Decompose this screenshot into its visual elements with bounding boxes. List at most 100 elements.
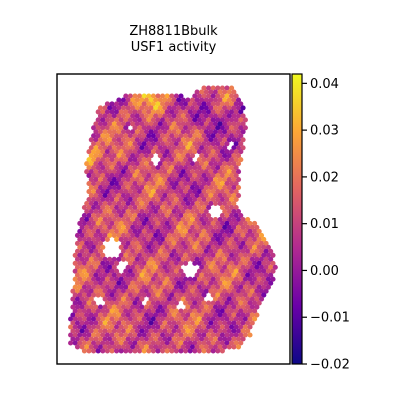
- tissue-spot: [127, 284, 133, 290]
- tissue-spot: [222, 177, 228, 183]
- tissue-spot: [130, 185, 136, 191]
- tissue-spot: [240, 105, 246, 111]
- tissue-spot: [118, 149, 124, 155]
- tissue-spot: [247, 260, 253, 266]
- tissue-spot: [77, 220, 83, 226]
- tissue-spot: [178, 236, 184, 242]
- tissue-spot: [173, 181, 179, 187]
- tissue-spot: [130, 224, 136, 230]
- tissue-spot: [134, 185, 140, 191]
- tissue-spot: [104, 212, 110, 219]
- tissue-spot: [157, 105, 163, 111]
- tissue-spot: [102, 328, 108, 334]
- tissue-spot: [180, 169, 186, 175]
- tissue-spot: [132, 165, 138, 171]
- tissue-spot: [114, 300, 120, 306]
- tissue-spot: [212, 288, 219, 294]
- tissue-spot: [169, 300, 175, 306]
- tissue-spot: [203, 288, 209, 294]
- tissue-spot: [162, 232, 168, 238]
- tissue-spot: [252, 220, 258, 226]
- tissue-spot: [229, 149, 235, 155]
- tissue-spot: [162, 137, 168, 143]
- tissue-spot: [143, 280, 150, 286]
- tissue-spot: [185, 169, 191, 175]
- tissue-spot: [183, 149, 189, 155]
- tissue-spot: [192, 117, 198, 123]
- tissue-spot: [166, 161, 173, 167]
- tissue-spot: [155, 117, 161, 123]
- tissue-spot: [215, 300, 221, 306]
- tissue-spot: [256, 260, 262, 266]
- tissue-spot: [263, 280, 269, 286]
- tissue-spot: [120, 320, 127, 326]
- tissue-spot: [252, 276, 258, 282]
- tissue-spot: [93, 224, 99, 230]
- tissue-spot: [97, 344, 104, 350]
- tissue-spot: [157, 177, 163, 183]
- tissue-spot: [70, 288, 76, 294]
- tissue-spot: [178, 348, 184, 354]
- tissue-spot: [169, 252, 175, 258]
- tissue-spot: [160, 284, 166, 290]
- tissue-spot: [203, 153, 209, 159]
- tissue-spot: [141, 93, 147, 99]
- tissue-spot: [97, 193, 104, 199]
- tissue-spot: [137, 165, 143, 171]
- tissue-spot: [134, 256, 140, 262]
- tissue-spot: [100, 181, 106, 187]
- tissue-spot: [109, 157, 115, 163]
- tissue-spot: [155, 292, 161, 298]
- tissue-spot: [238, 316, 244, 322]
- tissue-spot: [141, 196, 147, 203]
- tissue-spot: [143, 272, 150, 278]
- tissue-spot: [118, 244, 124, 250]
- tissue-spot: [194, 177, 200, 183]
- tissue-spot: [97, 153, 104, 159]
- tissue-spot: [116, 137, 122, 143]
- tissue-spot: [84, 256, 90, 262]
- tissue-spot: [127, 196, 133, 203]
- tissue-spot: [125, 320, 131, 326]
- tissue-spot: [171, 177, 177, 183]
- tissue-spot: [215, 149, 221, 155]
- tissue-spot: [102, 280, 108, 286]
- tissue-spot: [141, 228, 147, 234]
- tissue-spot: [157, 264, 163, 270]
- tissue-spot: [127, 133, 133, 139]
- tissue-spot: [111, 288, 117, 294]
- tissue-spot: [254, 256, 260, 262]
- tissue-spot: [238, 340, 244, 346]
- tissue-spot: [125, 256, 131, 262]
- tissue-spot: [249, 248, 255, 254]
- tissue-spot: [173, 308, 179, 314]
- tissue-spot: [212, 89, 219, 95]
- tissue-spot: [173, 284, 179, 290]
- tissue-spot: [155, 204, 161, 211]
- tissue-spot: [148, 272, 154, 278]
- tissue-spot: [171, 137, 177, 143]
- tissue-spot: [123, 173, 129, 179]
- tissue-spot: [219, 284, 225, 290]
- tissue-spot: [120, 232, 127, 238]
- tissue-spot: [235, 193, 242, 199]
- tissue-spot: [261, 292, 267, 298]
- tissue-spot: [189, 240, 196, 246]
- tissue-spot: [157, 248, 163, 254]
- tissue-spot: [162, 304, 168, 310]
- tissue-spot: [231, 320, 237, 326]
- tissue-spot: [97, 185, 104, 191]
- tissue-spot: [173, 93, 179, 99]
- tissue-spot: [125, 113, 131, 119]
- tissue-spot: [68, 316, 74, 322]
- tissue-spot: [219, 149, 225, 155]
- tissue-spot: [88, 264, 94, 270]
- tissue-spot: [231, 105, 237, 111]
- tissue-spot: [153, 137, 159, 143]
- tissue-spot: [93, 280, 99, 286]
- tissue-spot: [215, 133, 221, 139]
- tissue-spot: [254, 304, 260, 310]
- tissue-spot: [183, 204, 189, 211]
- tissue-spot: [100, 284, 106, 290]
- tissue-spot: [134, 169, 140, 175]
